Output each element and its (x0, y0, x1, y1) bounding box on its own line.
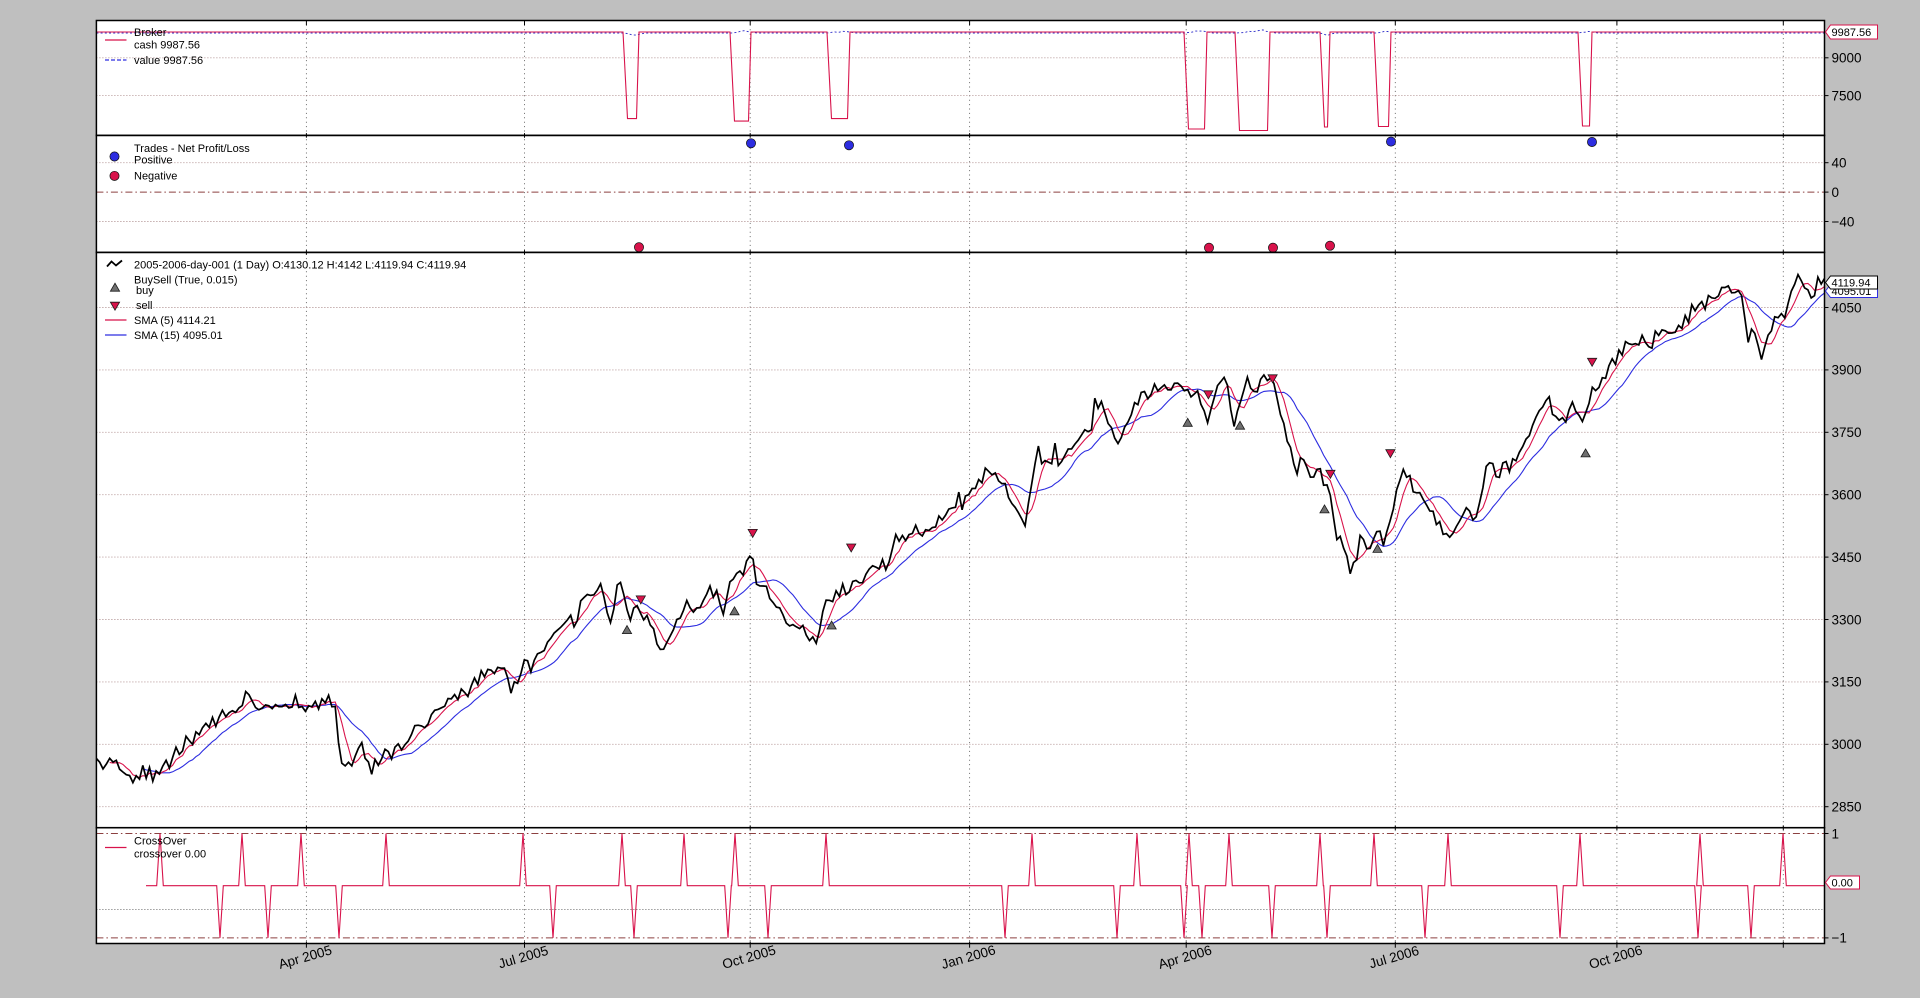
svg-text:SMA (5) 4114.21: SMA (5) 4114.21 (134, 315, 216, 327)
svg-text:Trades - Net Profit/Loss: Trades - Net Profit/Loss (134, 143, 250, 155)
svg-text:−1: −1 (1832, 931, 1847, 946)
svg-text:3900: 3900 (1832, 363, 1862, 378)
svg-text:Positive: Positive (134, 154, 173, 166)
svg-text:cash 9987.56: cash 9987.56 (134, 39, 200, 51)
svg-text:buy: buy (136, 285, 154, 297)
svg-text:value 9987.56: value 9987.56 (134, 55, 203, 67)
svg-text:−40: −40 (1832, 214, 1855, 229)
svg-text:40: 40 (1832, 156, 1847, 171)
svg-text:BuySell (True, 0.015): BuySell (True, 0.015) (134, 274, 238, 286)
svg-text:9000: 9000 (1832, 51, 1862, 66)
svg-text:3150: 3150 (1832, 675, 1862, 690)
svg-text:SMA (15) 4095.01: SMA (15) 4095.01 (134, 330, 223, 342)
svg-text:Negative: Negative (134, 171, 177, 183)
svg-text:2850: 2850 (1832, 800, 1862, 815)
svg-text:1: 1 (1832, 826, 1840, 841)
svg-text:2005-2006-day-001 (1 Day) O:41: 2005-2006-day-001 (1 Day) O:4130.12 H:41… (134, 259, 466, 271)
svg-text:4119.94: 4119.94 (1832, 277, 1871, 289)
svg-text:Broker: Broker (134, 27, 167, 39)
svg-text:3750: 3750 (1832, 425, 1862, 440)
svg-text:sell: sell (136, 300, 153, 312)
svg-text:9987.56: 9987.56 (1832, 27, 1872, 39)
svg-text:CrossOver: CrossOver (134, 835, 187, 847)
svg-text:4050: 4050 (1832, 300, 1862, 315)
svg-text:0.00: 0.00 (1832, 877, 1853, 889)
svg-text:3000: 3000 (1832, 737, 1862, 752)
svg-text:crossover 0.00: crossover 0.00 (134, 848, 206, 860)
svg-text:3450: 3450 (1832, 550, 1862, 565)
svg-text:0: 0 (1832, 185, 1840, 200)
svg-text:3300: 3300 (1832, 612, 1862, 627)
svg-text:3600: 3600 (1832, 488, 1862, 503)
svg-text:7500: 7500 (1832, 88, 1862, 103)
